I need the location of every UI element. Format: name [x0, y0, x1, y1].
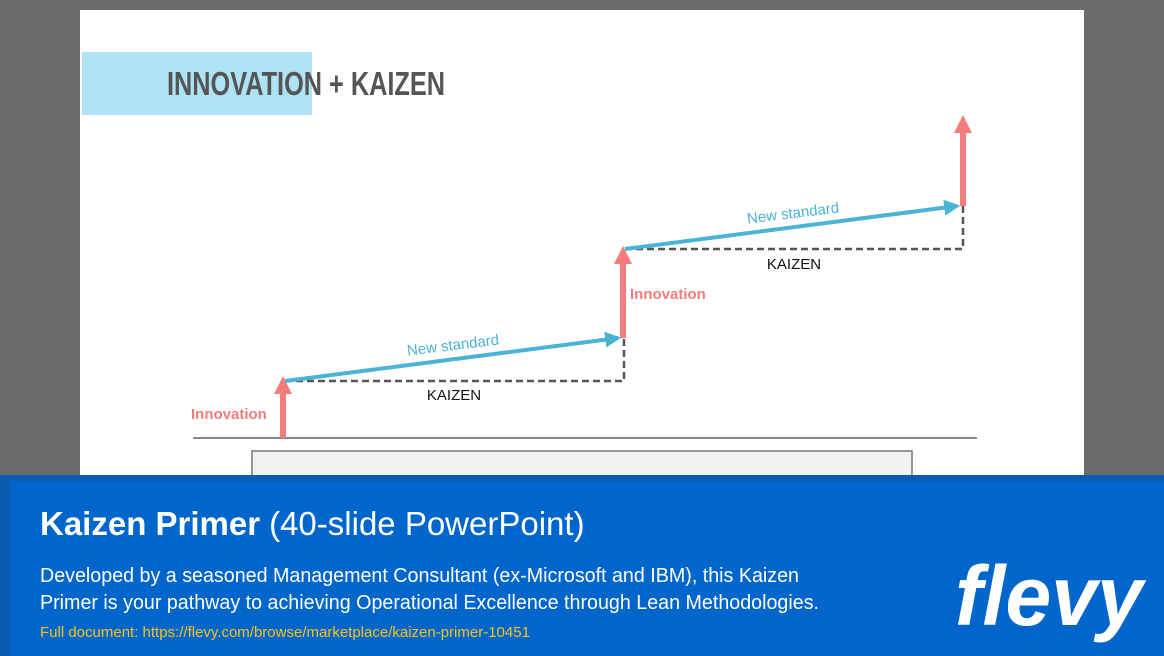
- title-highlight: [82, 52, 312, 115]
- innovation-label: Innovation: [630, 286, 706, 303]
- slide-title: INNOVATION + KAIZEN: [167, 65, 445, 102]
- logo: flevy: [955, 549, 1147, 643]
- arrow-head: [274, 376, 292, 394]
- banner: [10, 481, 1164, 656]
- banner-subtitle: (40-slide PowerPoint): [269, 505, 584, 542]
- innovation-label: Innovation: [191, 406, 267, 423]
- banner-heading: Kaizen Primer (40-slide PowerPoint): [40, 505, 585, 542]
- banner-title: Kaizen Primer: [40, 505, 260, 542]
- kaizen-label: KAIZEN: [767, 256, 821, 273]
- kaizen-dashed: [285, 338, 626, 383]
- new-standard-arrow: [624, 199, 961, 251]
- arrow-head: [954, 115, 972, 133]
- arrow-head: [614, 246, 632, 264]
- banner-description: Primer is your pathway to achieving Oper…: [40, 592, 819, 614]
- kaizen-label: KAIZEN: [427, 387, 481, 404]
- kaizen-dashed: [625, 206, 965, 251]
- banner-link[interactable]: Full document: https://flevy.com/browse/…: [40, 624, 530, 641]
- banner-description: Developed by a seasoned Management Consu…: [40, 565, 799, 587]
- new-standard-arrow: [284, 331, 622, 383]
